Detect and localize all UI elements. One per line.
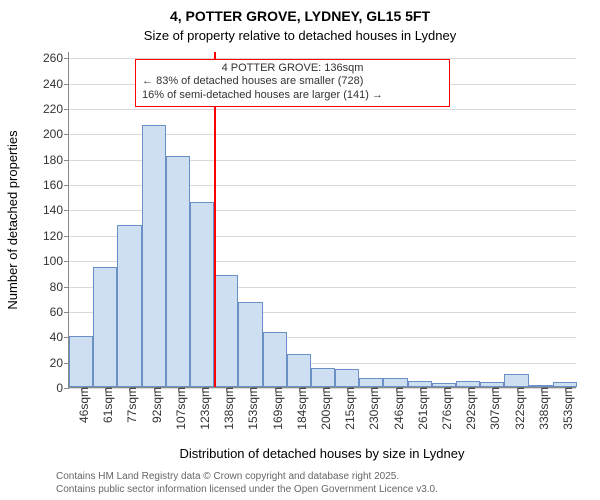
y-tick-label: 0 (56, 381, 69, 395)
x-tick-label: 46sqm (71, 387, 91, 423)
histogram-bar (190, 202, 214, 387)
footer-line2: Contains public sector information licen… (56, 483, 438, 496)
histogram-bar (359, 378, 383, 387)
annotation-line: ← 83% of detached houses are smaller (72… (142, 75, 443, 89)
x-tick-label: 107sqm (168, 387, 188, 430)
x-tick-label: 123sqm (192, 387, 212, 430)
y-tick-label: 40 (50, 330, 69, 344)
x-axis-title: Distribution of detached houses by size … (68, 446, 576, 461)
histogram-bar (238, 302, 262, 387)
annotation-box: 4 POTTER GROVE: 136sqm← 83% of detached … (135, 59, 450, 107)
x-tick-label: 169sqm (265, 387, 285, 430)
annotation-line: 16% of semi-detached houses are larger (… (142, 89, 443, 103)
histogram-bar (263, 332, 287, 387)
x-tick-label: 184sqm (289, 387, 309, 430)
x-tick-label: 200sqm (313, 387, 333, 430)
x-tick-label: 276sqm (434, 387, 454, 430)
y-axis-title: Number of detached properties (5, 130, 20, 309)
x-tick-label: 292sqm (458, 387, 478, 430)
histogram-bar (214, 275, 238, 387)
x-tick-label: 230sqm (361, 387, 381, 430)
histogram-bar (142, 125, 166, 387)
x-tick-label: 307sqm (482, 387, 502, 430)
histogram-bar (504, 374, 528, 387)
grid-line (69, 109, 576, 110)
x-tick-label: 92sqm (144, 387, 164, 423)
x-tick-label: 215sqm (337, 387, 357, 430)
annotation-line: 4 POTTER GROVE: 136sqm (142, 62, 443, 76)
chart-title: 4, POTTER GROVE, LYDNEY, GL15 5FT (0, 8, 600, 24)
plot-area: 02040608010012014016018020022024026046sq… (68, 52, 576, 388)
histogram-bar (93, 267, 117, 387)
histogram-bar (166, 156, 190, 387)
y-tick-label: 160 (43, 178, 69, 192)
histogram-bar (69, 336, 93, 387)
histogram-bar (311, 368, 335, 387)
histogram-bar (383, 378, 407, 387)
y-tick-label: 180 (43, 153, 69, 167)
x-tick-label: 61sqm (95, 387, 115, 423)
x-tick-label: 246sqm (386, 387, 406, 430)
x-tick-label: 261sqm (410, 387, 430, 430)
x-tick-label: 77sqm (119, 387, 139, 423)
x-tick-label: 138sqm (216, 387, 236, 430)
y-tick-label: 140 (43, 203, 69, 217)
y-tick-label: 220 (43, 102, 69, 116)
footer-attribution: Contains HM Land Registry data © Crown c… (56, 470, 438, 496)
y-tick-label: 120 (43, 229, 69, 243)
x-tick-label: 338sqm (531, 387, 551, 430)
x-tick-label: 322sqm (507, 387, 527, 430)
x-tick-label: 353sqm (555, 387, 575, 430)
y-tick-label: 60 (50, 305, 69, 319)
y-tick-label: 240 (43, 77, 69, 91)
x-tick-label: 153sqm (240, 387, 260, 430)
y-tick-label: 80 (50, 280, 69, 294)
y-tick-label: 100 (43, 254, 69, 268)
y-tick-label: 200 (43, 127, 69, 141)
histogram-chart: 4, POTTER GROVE, LYDNEY, GL15 5FT Size o… (0, 0, 600, 500)
footer-line1: Contains HM Land Registry data © Crown c… (56, 470, 438, 483)
y-tick-label: 260 (43, 51, 69, 65)
histogram-bar (287, 354, 311, 387)
chart-subtitle: Size of property relative to detached ho… (0, 28, 600, 43)
histogram-bar (117, 225, 141, 387)
histogram-bar (335, 369, 359, 387)
y-tick-label: 20 (50, 356, 69, 370)
